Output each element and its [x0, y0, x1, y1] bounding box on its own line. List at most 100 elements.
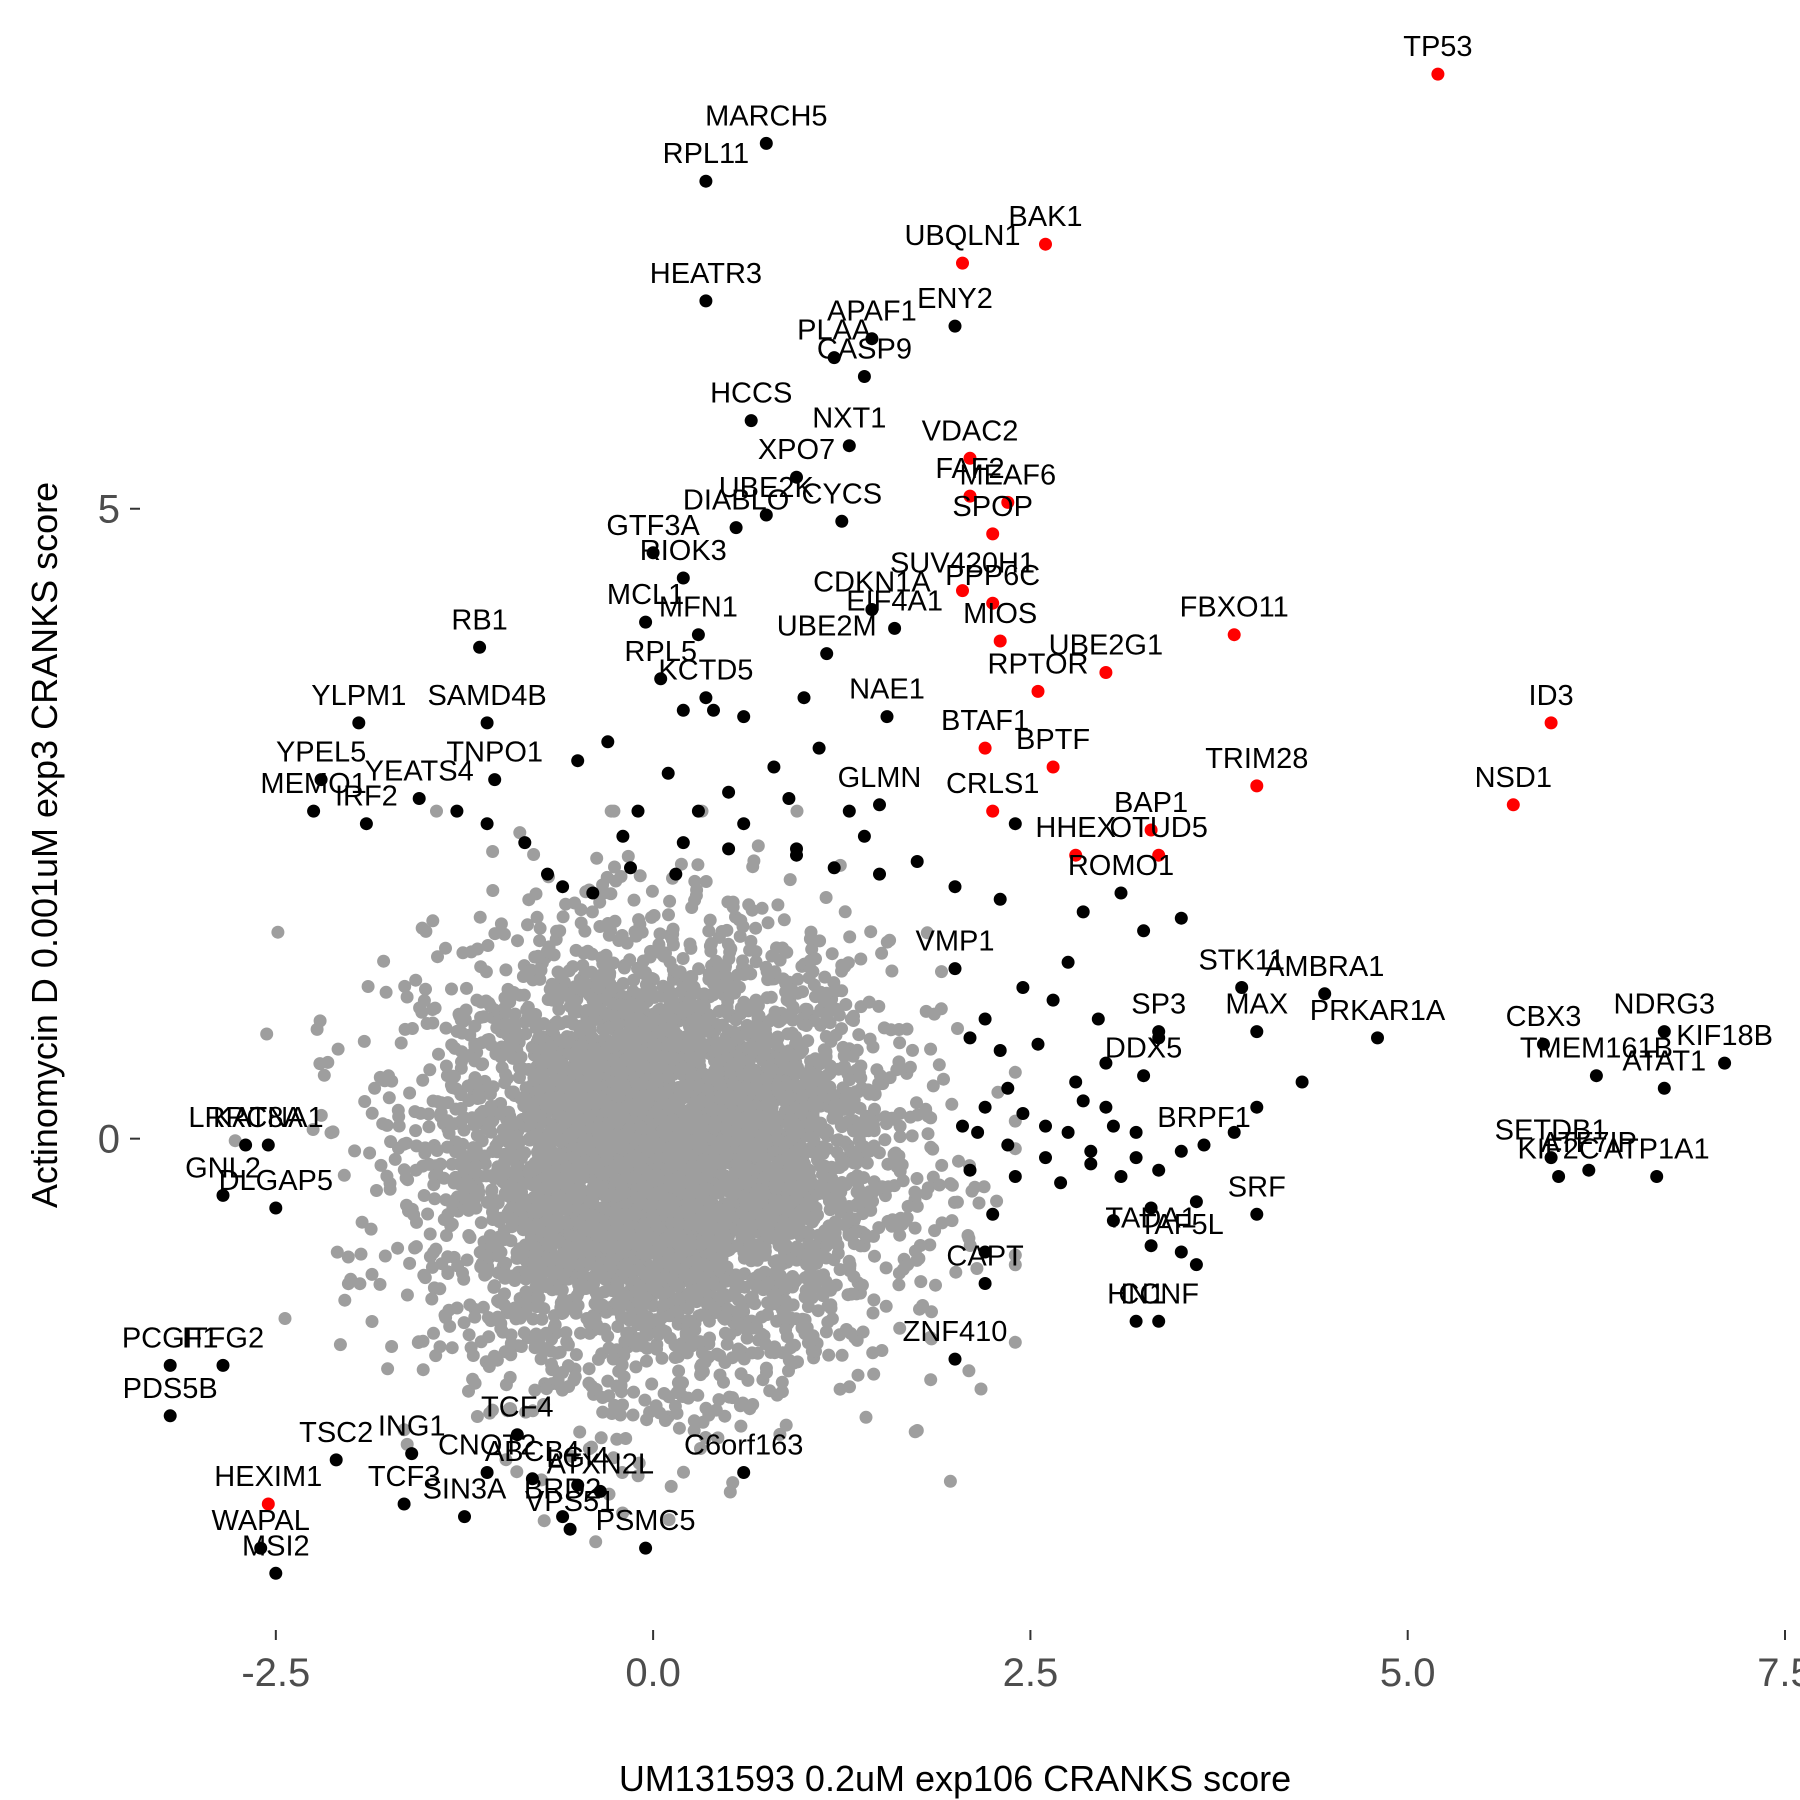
background-point — [644, 1087, 658, 1101]
background-point — [578, 1049, 592, 1062]
background-point — [634, 1104, 648, 1118]
background-point — [703, 1331, 716, 1345]
background-point — [712, 1005, 726, 1018]
background-point — [542, 1252, 556, 1266]
background-point — [463, 1179, 477, 1193]
background-point — [838, 960, 852, 973]
background-point — [554, 1110, 568, 1123]
background-point — [580, 1074, 594, 1088]
background-point — [926, 1142, 940, 1156]
background-point — [798, 1290, 812, 1304]
background-point — [854, 1000, 868, 1014]
background-point — [849, 1085, 863, 1099]
background-point — [818, 1126, 832, 1140]
background-point — [802, 1237, 816, 1251]
background-point — [830, 1133, 844, 1147]
background-point — [847, 1009, 860, 1023]
background-point — [567, 1126, 581, 1140]
background-point — [519, 1027, 533, 1041]
background-point — [602, 928, 616, 942]
background-point — [842, 1228, 856, 1242]
background-point — [764, 990, 778, 1004]
background-point — [394, 1036, 408, 1050]
background-point — [645, 884, 659, 898]
background-point — [830, 1145, 844, 1159]
background-point — [683, 1234, 697, 1248]
background-point — [271, 925, 285, 939]
background-point — [943, 1474, 957, 1488]
background-point — [571, 1192, 585, 1206]
background-point — [753, 1030, 767, 1044]
background-point — [702, 1011, 716, 1025]
background-point — [782, 1364, 795, 1378]
background-point — [812, 1187, 826, 1200]
background-point — [499, 1256, 513, 1270]
background-point — [816, 1076, 830, 1089]
background-point — [499, 1018, 513, 1032]
background-point — [573, 1024, 587, 1038]
background-point — [468, 1165, 482, 1179]
background-point — [544, 1123, 558, 1136]
background-point — [920, 926, 934, 940]
background-point — [838, 905, 852, 919]
background-point — [883, 1071, 897, 1085]
background-point — [737, 968, 751, 981]
background-point — [621, 849, 635, 863]
background-point — [594, 1431, 608, 1445]
background-point — [616, 1506, 630, 1520]
background-point — [653, 927, 667, 941]
background-point — [799, 1019, 813, 1032]
background-point — [945, 1097, 959, 1111]
background-point — [528, 1341, 542, 1355]
background-point — [935, 1158, 949, 1172]
background-point — [761, 916, 775, 930]
background-point — [788, 1338, 801, 1352]
background-point — [1008, 1248, 1022, 1262]
background-point — [595, 951, 608, 965]
background-point — [499, 1378, 513, 1392]
background-point — [482, 1360, 496, 1373]
background-point — [799, 1248, 813, 1262]
background-point — [409, 1163, 423, 1177]
background-point — [481, 939, 495, 952]
background-point — [541, 1226, 555, 1240]
background-point — [662, 1513, 676, 1527]
background-point — [893, 1164, 907, 1178]
background-point — [686, 1024, 700, 1038]
background-point — [751, 1206, 765, 1220]
background-point — [738, 1280, 752, 1294]
background-point — [716, 1177, 730, 1191]
background-point — [527, 1163, 541, 1177]
background-point — [627, 893, 641, 907]
background-point — [629, 1360, 643, 1374]
background-point — [479, 1169, 493, 1183]
background-point — [671, 1376, 685, 1390]
background-point — [632, 1456, 646, 1470]
background-point — [841, 1288, 855, 1302]
background-point — [702, 1350, 715, 1364]
background-point — [770, 941, 783, 955]
background-point — [365, 1106, 379, 1120]
background-point — [495, 1132, 509, 1146]
background-point — [412, 1335, 426, 1349]
background-point — [563, 999, 577, 1013]
background-point — [482, 1330, 496, 1344]
background-point — [603, 1117, 617, 1131]
background-point — [363, 1146, 377, 1160]
background-point — [813, 1057, 827, 1071]
background-point — [519, 1285, 533, 1299]
background-point — [783, 1311, 797, 1325]
background-point — [466, 1349, 480, 1362]
background-point — [825, 947, 839, 961]
background-point — [529, 1327, 543, 1341]
background-point — [569, 1348, 583, 1362]
background-point — [431, 950, 444, 964]
background-point — [780, 1153, 794, 1167]
background-point — [442, 1126, 456, 1140]
background-point — [453, 1024, 466, 1038]
background-point — [679, 1326, 693, 1340]
background-point — [460, 1253, 474, 1267]
background-point — [901, 1199, 915, 1213]
background-point — [634, 1000, 648, 1014]
background-point — [600, 1152, 614, 1166]
